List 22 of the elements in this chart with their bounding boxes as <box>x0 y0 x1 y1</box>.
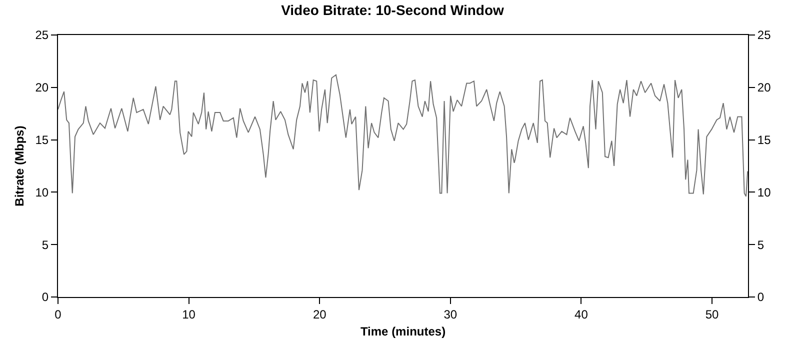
y-tick-label: 25 <box>35 28 49 42</box>
x-tick-label: 20 <box>312 307 327 322</box>
y-axis-title: Bitrate (Mbps) <box>12 126 27 206</box>
line-series <box>58 74 748 197</box>
y2-tick-label: 15 <box>757 133 772 147</box>
chart-title: Video Bitrate: 10-Second Window <box>281 2 504 18</box>
x-tick-label: 0 <box>54 307 62 322</box>
x-tick-label: 50 <box>705 307 720 322</box>
y-tick-label: 5 <box>42 238 49 252</box>
x-tick-label: 10 <box>182 307 196 322</box>
y2-tick-label: 10 <box>757 185 772 200</box>
y2-tick-label: 0 <box>757 290 764 304</box>
y2-tick-label: 5 <box>757 238 764 252</box>
y2-tick-label: 20 <box>757 80 772 95</box>
y2-tick-label: 25 <box>757 28 772 42</box>
x-tick-label: 30 <box>444 307 458 322</box>
y-tick-label: 10 <box>35 185 49 200</box>
y-tick-label: 0 <box>42 290 49 304</box>
y-tick-label: 20 <box>35 80 49 95</box>
x-tick-label: 40 <box>574 307 588 322</box>
y-tick-label: 15 <box>35 133 49 147</box>
x-axis-title: Time (minutes) <box>360 324 446 338</box>
